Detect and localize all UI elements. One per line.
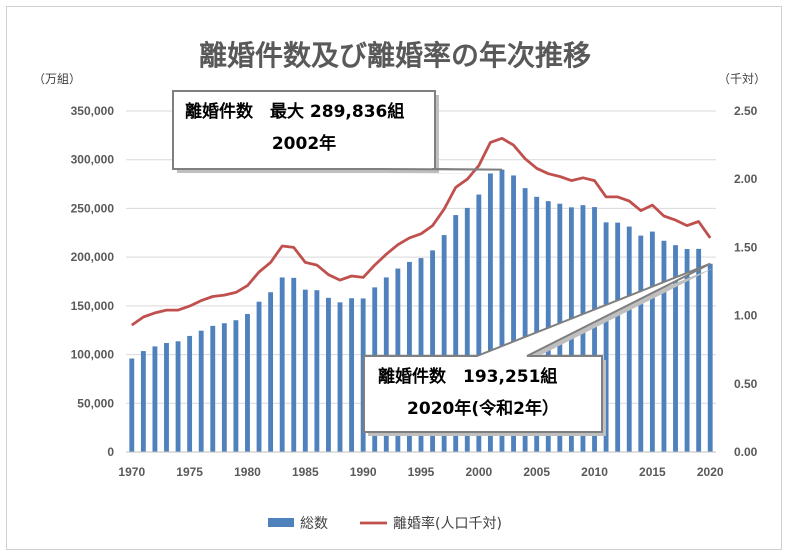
- bar: [534, 196, 540, 452]
- y-right-tick-label: 2.00: [734, 172, 758, 186]
- x-tick-label: 2005: [523, 465, 550, 479]
- bar: [349, 298, 355, 452]
- bar: [164, 342, 169, 452]
- y-left-unit: （万組）: [33, 72, 81, 86]
- legend-bar-swatch: [268, 518, 294, 527]
- bar: [696, 248, 702, 452]
- y-left-tick-label: 300,000: [71, 153, 115, 167]
- axes: 0 50,000 100,000 150,000 200,000 250,000 300,0…: [71, 104, 758, 479]
- bar: [268, 292, 274, 452]
- bar: [476, 194, 482, 453]
- bar: [638, 235, 644, 452]
- bar: [592, 207, 597, 452]
- chart-frame: 離婚件数及び離婚率の年次推移 （万組） （千対） 0 50,000 100,000 1…: [6, 6, 782, 550]
- callout-box: [172, 90, 502, 171]
- bar: [545, 201, 551, 452]
- bar: [626, 226, 632, 452]
- rate-line: [130, 136, 712, 327]
- callout-line1: 離婚件数 最大 289,836組: [185, 101, 404, 122]
- bar: [337, 302, 343, 452]
- bar: [511, 175, 516, 452]
- y-right-unit: （千対）: [718, 72, 766, 86]
- bar: [464, 207, 470, 452]
- x-tick-label: 1995: [408, 465, 435, 479]
- bar: [499, 169, 505, 452]
- bar: [302, 289, 308, 452]
- bar: [175, 341, 181, 452]
- x-tick-label: 2020: [697, 465, 724, 479]
- x-tick-label: 1990: [350, 465, 377, 479]
- bar: [152, 346, 158, 452]
- bar: [198, 330, 204, 452]
- legend-line-label: 離婚率(人口千対): [393, 515, 502, 532]
- bar: [256, 301, 262, 452]
- bar: [684, 249, 690, 452]
- y-left-tick-label: 250,000: [71, 201, 115, 215]
- callout-line1: 離婚件数 193,251組: [378, 366, 557, 387]
- y-right-tick-label: 0.50: [734, 377, 758, 391]
- bar: [291, 277, 297, 452]
- bar: [707, 263, 713, 452]
- bar: [279, 277, 285, 452]
- bar: [603, 222, 609, 452]
- callout-line2: 2020年(令和2年）: [407, 398, 559, 419]
- bar: [187, 335, 193, 452]
- bar: [314, 290, 320, 452]
- callout-line2: 2002年: [272, 133, 336, 154]
- y-left-tick-label: 50,000: [77, 396, 114, 410]
- y-right-tick-label: 1.50: [734, 240, 758, 254]
- x-tick-label: 1980: [234, 465, 261, 479]
- bar: [487, 173, 493, 453]
- x-tick-label: 1970: [118, 465, 145, 479]
- y-right-tick-label: 0.00: [734, 445, 758, 459]
- x-tick-label: 2010: [581, 465, 608, 479]
- bar: [221, 323, 227, 452]
- rate-line-series: [130, 136, 712, 327]
- y-right-tick-label: 2.50: [734, 104, 758, 118]
- callout: 離婚件数 193,251組 2020年(令和2年）: [363, 262, 715, 436]
- chart-svg: 離婚件数及び離婚率の年次推移 （万組） （千対） 0 50,000 100,000 1…: [33, 39, 766, 532]
- bar: [140, 351, 146, 452]
- legend: 総数 離婚率(人口千対): [268, 515, 502, 532]
- chart-title: 離婚件数及び離婚率の年次推移: [199, 39, 591, 72]
- y-left-tick-label: 200,000: [71, 250, 115, 264]
- bar: [522, 188, 528, 452]
- bar: [233, 320, 239, 452]
- bar: [615, 222, 621, 452]
- bar: [441, 235, 447, 452]
- bar: [673, 245, 678, 452]
- bar: [661, 240, 667, 452]
- legend-bar-label: 総数: [300, 516, 328, 532]
- bar: [649, 231, 655, 452]
- y-left-tick-label: 0: [107, 445, 114, 459]
- x-tick-label: 2015: [639, 465, 666, 479]
- bar: [453, 215, 459, 452]
- y-left-tick-label: 350,000: [71, 104, 115, 118]
- x-tick-label: 1985: [292, 465, 319, 479]
- y-left-tick-label: 150,000: [71, 299, 115, 313]
- bar: [245, 313, 250, 452]
- x-tick-label: 2000: [465, 465, 492, 479]
- x-tick-label: 1975: [176, 465, 203, 479]
- y-right-tick-label: 1.00: [734, 309, 758, 323]
- bar: [430, 250, 435, 452]
- y-left-tick-label: 100,000: [71, 348, 115, 362]
- bar: [129, 358, 135, 452]
- callout-box: [363, 262, 711, 433]
- callout: 離婚件数 最大 289,836組 2002年: [172, 90, 506, 174]
- bar: [210, 325, 216, 452]
- bar: [326, 297, 331, 452]
